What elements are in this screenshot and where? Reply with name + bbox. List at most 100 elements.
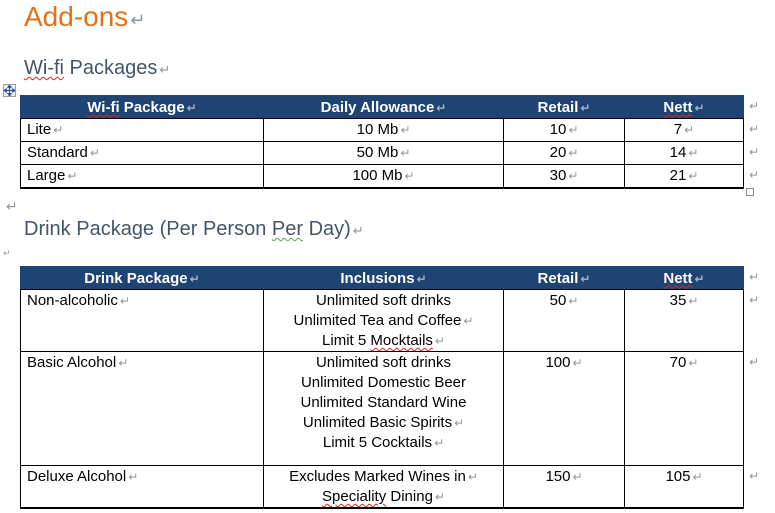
paragraph-mark: ↵ bbox=[568, 169, 579, 183]
paragraph-mark: ↵ bbox=[463, 314, 474, 328]
paragraph-mark: ↵ bbox=[118, 356, 129, 370]
inclusion-line: Unlimited Domestic Beer bbox=[300, 374, 467, 391]
inclusion-line: Unlimited soft drinks bbox=[315, 354, 452, 371]
move-arrows-icon bbox=[4, 85, 15, 96]
paragraph-mark: ↵ bbox=[89, 146, 100, 160]
inclusion-line: Limit 5 Cocktails ↵ bbox=[322, 434, 445, 451]
column-header-daily-allowance[interactable]: Daily Allowance ↵ bbox=[263, 95, 504, 119]
cell-package[interactable]: Non-alcoholic ↵ bbox=[20, 289, 264, 352]
cell[interactable]: Standard ↵ bbox=[20, 141, 264, 165]
cell-retail[interactable]: 150 ↵ bbox=[503, 465, 625, 509]
drink-heading[interactable]: Drink Package (Per Person Per Day) ↵ bbox=[24, 217, 364, 244]
misspelling-underline-red: Wi-fi bbox=[24, 57, 64, 79]
table-row: Lite ↵ 10 Mb ↵ 10 ↵ 7 ↵ bbox=[20, 118, 744, 142]
misspelling-underline-red: Nett bbox=[663, 98, 693, 116]
paragraph-mark: ↵ bbox=[580, 271, 591, 286]
table-header-row: Wi-fi Package ↵ Daily Allowance ↵ Retail ↵ Net… bbox=[20, 95, 744, 119]
paragraph-mark: ↵ bbox=[688, 169, 699, 183]
paragraph-mark: ↵ bbox=[53, 123, 64, 137]
cell-inclusions[interactable]: Unlimited soft drinks Unlimited Domestic … bbox=[263, 351, 504, 466]
doc-title[interactable]: Add-ons ↵ bbox=[24, 1, 145, 37]
table-row: Non-alcoholic ↵ Unlimited soft drinks Unlim… bbox=[20, 289, 744, 352]
cell[interactable]: 7 ↵ bbox=[624, 118, 744, 142]
misspelling-underline-red: Wi-fi bbox=[87, 98, 120, 116]
cell[interactable]: 20 ↵ bbox=[503, 141, 625, 165]
paragraph-mark: ↵ bbox=[749, 354, 760, 369]
table-row: Standard ↵ 50 Mb ↵ 20 ↵ 14 ↵ bbox=[20, 141, 744, 165]
wifi-heading-text: Wi-fi Packages bbox=[24, 57, 158, 79]
paragraph-mark: ↵ bbox=[119, 294, 130, 308]
cell-package[interactable]: Basic Alcohol ↵ bbox=[20, 351, 264, 466]
cell-nett[interactable]: 105 ↵ bbox=[624, 465, 744, 509]
column-header-retail[interactable]: Retail ↵ bbox=[503, 266, 625, 290]
paragraph-mark: ↵ bbox=[749, 269, 760, 284]
paragraph-mark: ↵ bbox=[454, 416, 465, 430]
misspelling-underline-red: Mocktails bbox=[370, 332, 433, 349]
table-row: Deluxe Alcohol ↵ Excludes Marked Wines in ↵… bbox=[20, 465, 744, 509]
inclusion-line: Excludes Marked Wines in ↵ bbox=[289, 468, 478, 485]
paragraph-mark: ↵ bbox=[684, 123, 695, 137]
column-header-drink-package[interactable]: Drink Package ↵ bbox=[20, 266, 264, 290]
paragraph-mark: ↵ bbox=[688, 356, 699, 370]
paragraph-mark: ↵ bbox=[692, 470, 703, 484]
cell[interactable]: 14 ↵ bbox=[624, 141, 744, 165]
cell-nett[interactable]: 35 ↵ bbox=[624, 289, 744, 352]
cell[interactable]: 10 Mb ↵ bbox=[263, 118, 504, 142]
table-resize-handle[interactable] bbox=[746, 188, 754, 196]
inclusion-line: Unlimited Tea and Coffee ↵ bbox=[293, 312, 474, 329]
cell[interactable]: 50 Mb ↵ bbox=[263, 141, 504, 165]
paragraph-mark: ↵ bbox=[434, 436, 445, 450]
paragraph-mark: ↵ bbox=[189, 271, 200, 286]
cell[interactable]: 10 ↵ bbox=[503, 118, 625, 142]
table-row: Basic Alcohol ↵ Unlimited soft drinks Unlim… bbox=[20, 351, 744, 466]
cell-inclusions[interactable]: Excludes Marked Wines in ↵ Speciality Dini… bbox=[263, 465, 504, 509]
table-move-handle[interactable] bbox=[3, 84, 16, 97]
wifi-heading[interactable]: Wi-fi Packages ↵ bbox=[24, 56, 170, 83]
paragraph-mark: ↵ bbox=[436, 100, 447, 115]
paragraph-mark: ↵ bbox=[688, 146, 699, 160]
cell-package[interactable]: Deluxe Alcohol ↵ bbox=[20, 465, 264, 509]
paragraph-mark: ↵ bbox=[400, 146, 411, 160]
cell[interactable]: 100 Mb ↵ bbox=[263, 164, 504, 189]
paragraph-mark: ↵ bbox=[688, 294, 699, 308]
inclusion-line: Speciality Dining ↵ bbox=[322, 488, 445, 505]
paragraph-mark: ↵ bbox=[749, 292, 760, 307]
paragraph-mark: ↵ bbox=[186, 100, 197, 115]
cell-retail[interactable]: 100 ↵ bbox=[503, 351, 625, 466]
paragraph-mark: ↵ bbox=[434, 490, 445, 504]
misspelling-underline-red: Nett bbox=[663, 269, 693, 287]
paragraph-mark: ↵ bbox=[400, 123, 411, 137]
inclusion-line: Unlimited soft drinks bbox=[315, 292, 452, 309]
table-header-row: Drink Package ↵ Inclusions ↵ Retail ↵ Nett ↵ bbox=[20, 266, 744, 290]
paragraph-mark: ↵ bbox=[416, 271, 427, 286]
cell-nett[interactable]: 70 ↵ bbox=[624, 351, 744, 466]
cell-retail[interactable]: 50 ↵ bbox=[503, 289, 625, 352]
paragraph-mark: ↵ bbox=[568, 294, 579, 308]
cell-inclusions[interactable]: Unlimited soft drinks Unlimited Tea and C… bbox=[263, 289, 504, 352]
cell[interactable]: Lite ↵ bbox=[20, 118, 264, 142]
drink-table: Drink Package ↵ Inclusions ↵ Retail ↵ Nett ↵ Non… bbox=[20, 266, 744, 509]
inclusion-line: Unlimited Standard Wine bbox=[300, 394, 467, 411]
paragraph-mark: ↵ bbox=[694, 100, 705, 115]
column-header-nett[interactable]: Nett ↵ bbox=[624, 266, 744, 290]
paragraph-mark: ↵ bbox=[749, 167, 760, 182]
column-header-wi-fi-package[interactable]: Wi-fi Package ↵ bbox=[20, 95, 264, 119]
paragraph-mark: ↵ bbox=[404, 169, 415, 183]
paragraph-mark: ↵ bbox=[749, 468, 760, 483]
paragraph-mark: ↵ bbox=[6, 199, 18, 215]
column-header-nett[interactable]: Nett ↵ bbox=[624, 95, 744, 119]
cell[interactable]: Large ↵ bbox=[20, 164, 264, 189]
wifi-table: Wi-fi Package ↵ Daily Allowance ↵ Retail ↵ Net… bbox=[20, 95, 744, 189]
inclusion-line: Unlimited Basic Spirits ↵ bbox=[302, 414, 465, 431]
paragraph-mark: ↵ bbox=[749, 121, 760, 136]
column-header-inclusions[interactable]: Inclusions ↵ bbox=[263, 266, 504, 290]
misspelling-underline-red: Speciality bbox=[322, 488, 387, 505]
paragraph-mark: ↵ bbox=[580, 100, 591, 115]
cell[interactable]: 21 ↵ bbox=[624, 164, 744, 189]
paragraph-mark: ↵ bbox=[572, 356, 583, 370]
cell[interactable]: 30 ↵ bbox=[503, 164, 625, 189]
paragraph-mark: ↵ bbox=[130, 10, 146, 31]
paragraph-mark: ↵ bbox=[159, 63, 171, 78]
column-header-retail[interactable]: Retail ↵ bbox=[503, 95, 625, 119]
